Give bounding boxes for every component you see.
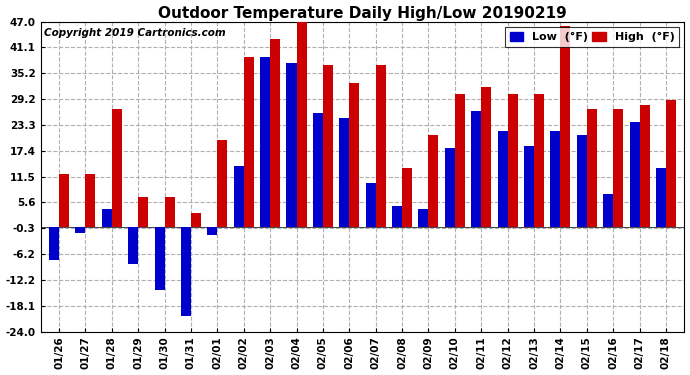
Bar [629, 122, 640, 227]
Bar [534, 94, 544, 227]
Bar [603, 194, 613, 227]
Legend: Low  (°F), High  (°F): Low (°F), High (°F) [505, 27, 679, 46]
Bar [560, 26, 571, 227]
Bar [455, 94, 465, 227]
Bar [101, 210, 112, 227]
Bar [217, 140, 228, 227]
Bar [86, 174, 95, 227]
Bar [640, 105, 649, 227]
Bar [207, 227, 217, 235]
Bar [471, 111, 481, 227]
Bar [445, 148, 455, 227]
Bar [349, 83, 359, 227]
Bar [428, 135, 438, 227]
Title: Outdoor Temperature Daily High/Low 20190219: Outdoor Temperature Daily High/Low 20190… [158, 6, 567, 21]
Bar [613, 109, 623, 227]
Text: Copyright 2019 Cartronics.com: Copyright 2019 Cartronics.com [43, 28, 226, 38]
Bar [181, 227, 191, 316]
Bar [577, 135, 586, 227]
Bar [481, 87, 491, 227]
Bar [586, 109, 597, 227]
Bar [244, 57, 254, 227]
Bar [191, 213, 201, 227]
Bar [313, 113, 323, 227]
Bar [323, 65, 333, 227]
Bar [375, 65, 386, 227]
Bar [138, 197, 148, 227]
Bar [402, 168, 412, 227]
Bar [418, 209, 428, 227]
Bar [155, 227, 165, 290]
Bar [75, 227, 86, 234]
Bar [666, 100, 676, 227]
Bar [128, 227, 138, 264]
Bar [270, 39, 280, 227]
Bar [165, 197, 175, 227]
Bar [260, 57, 270, 227]
Bar [497, 131, 508, 227]
Bar [49, 227, 59, 260]
Bar [524, 146, 534, 227]
Bar [112, 109, 122, 227]
Bar [551, 131, 560, 227]
Bar [286, 63, 297, 227]
Bar [656, 168, 666, 227]
Bar [339, 118, 349, 227]
Bar [297, 17, 306, 227]
Bar [366, 183, 375, 227]
Bar [59, 174, 69, 227]
Bar [234, 166, 244, 227]
Bar [508, 94, 518, 227]
Bar [392, 206, 402, 227]
